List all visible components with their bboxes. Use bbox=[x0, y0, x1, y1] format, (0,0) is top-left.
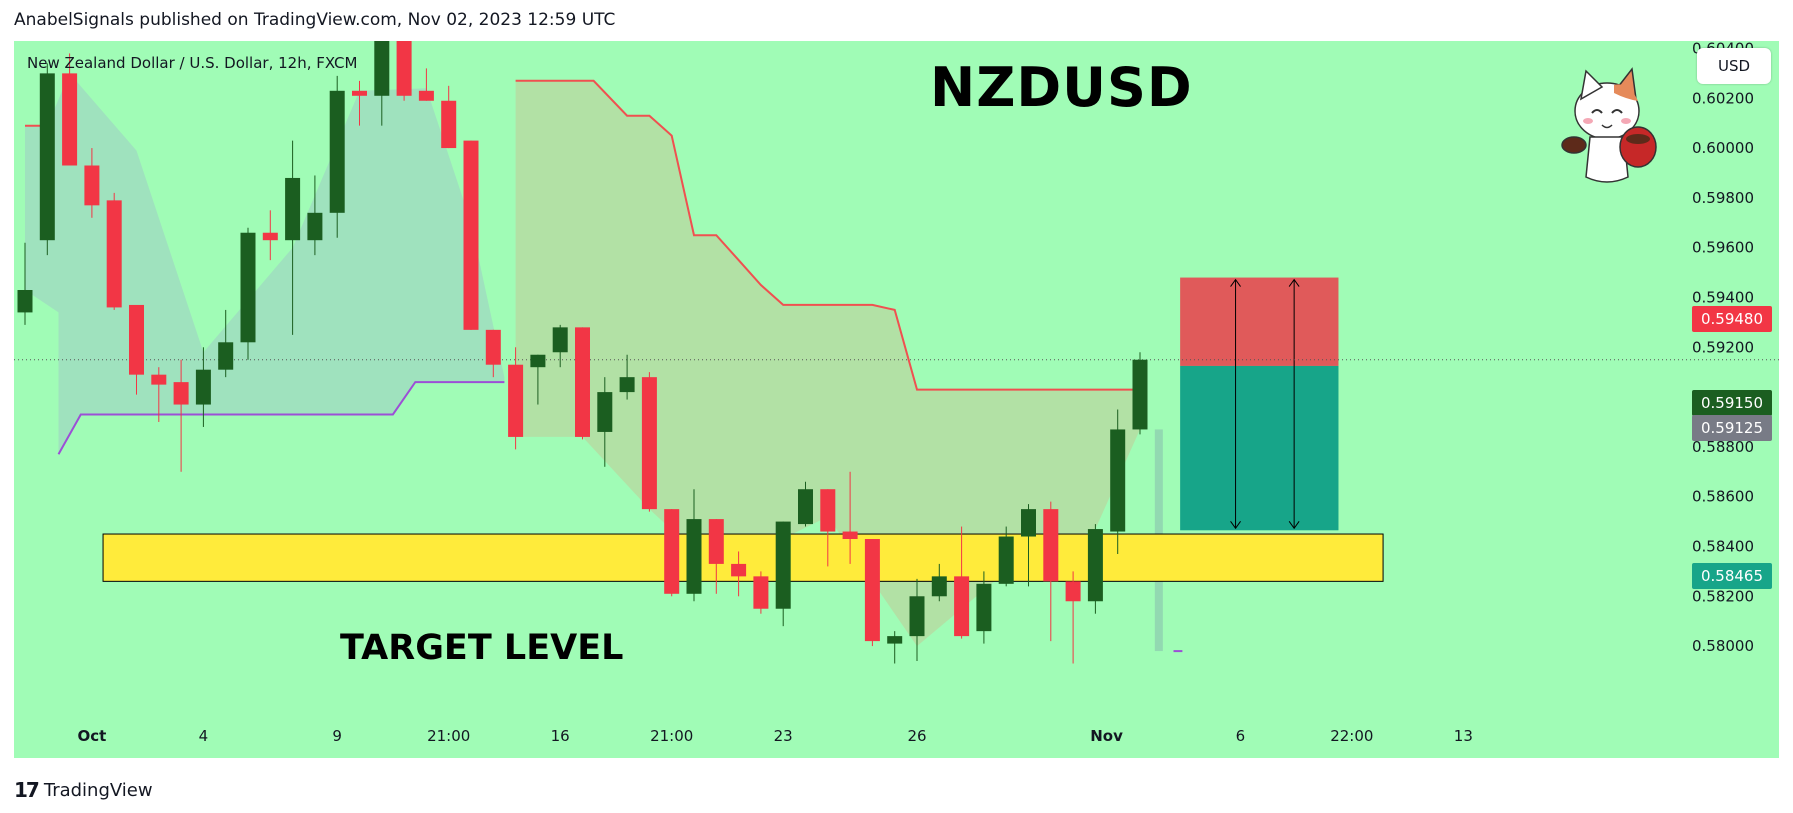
candle-body bbox=[731, 563, 747, 577]
x-axis-tick-label: Nov bbox=[1090, 727, 1123, 745]
candle-body bbox=[552, 327, 568, 353]
candle-body bbox=[17, 290, 33, 313]
y-axis-tick-label: 0.59200 bbox=[1692, 338, 1754, 356]
support-line bbox=[57, 381, 505, 455]
candle-body bbox=[530, 354, 546, 368]
y-axis-tick-label: 0.58800 bbox=[1692, 438, 1754, 456]
candle-body bbox=[1065, 581, 1081, 602]
x-axis-tick-label: 23 bbox=[774, 727, 793, 745]
candle-body bbox=[575, 327, 590, 437]
currency-button[interactable]: USD bbox=[1697, 48, 1771, 84]
candle-body bbox=[954, 576, 970, 637]
candle-body bbox=[285, 177, 301, 241]
x-axis-tick-label: 21:00 bbox=[650, 727, 693, 745]
candle-body bbox=[307, 212, 323, 241]
candle-body bbox=[820, 489, 836, 532]
chart-title: NZDUSD bbox=[930, 56, 1193, 119]
candle-body bbox=[664, 509, 680, 594]
candle-body bbox=[508, 364, 524, 437]
x-axis-tick-label: 9 bbox=[332, 727, 342, 745]
candle-body bbox=[1087, 529, 1103, 602]
candle-body bbox=[329, 90, 345, 213]
measure-arrowhead-up-2 bbox=[1288, 278, 1300, 287]
measure-arrowhead-up-1 bbox=[1230, 278, 1241, 287]
y-axis-tick-label: 0.58000 bbox=[1692, 637, 1754, 655]
candle-body bbox=[240, 232, 256, 343]
candle-body bbox=[151, 374, 167, 385]
candle-body bbox=[864, 539, 880, 642]
candle-body bbox=[775, 521, 791, 609]
tradingview-logo-text: TradingView bbox=[43, 779, 153, 801]
candle-body bbox=[173, 382, 189, 405]
y-axis-tick-label: 0.60200 bbox=[1692, 89, 1754, 107]
y-axis-tick-label: 0.58600 bbox=[1692, 488, 1754, 506]
last-price-tag: 0.59150 bbox=[1692, 390, 1772, 416]
candle-body bbox=[887, 636, 903, 644]
tradingview-logo-icon: 17 bbox=[14, 778, 40, 802]
x-axis-tick-label: 4 bbox=[199, 727, 209, 745]
candle-body bbox=[798, 489, 813, 525]
entry-price-tag: 0.59125 bbox=[1692, 415, 1772, 441]
cloud-area-right bbox=[515, 80, 1140, 647]
candle-body bbox=[753, 576, 769, 609]
y-axis-tick-label: 0.58200 bbox=[1692, 587, 1754, 605]
candle-body bbox=[1110, 429, 1126, 532]
measure-arrowhead-down-2 bbox=[1288, 521, 1300, 530]
x-axis-tick-label: 22:00 bbox=[1330, 727, 1373, 745]
candle-body bbox=[39, 73, 55, 241]
cloud-area-left bbox=[25, 73, 505, 455]
target-price-tag: 0.58465 bbox=[1692, 563, 1772, 589]
stop-loss-zone bbox=[1180, 277, 1339, 366]
candle-body bbox=[374, 41, 390, 96]
publish-info: AnabelSignals published on TradingView.c… bbox=[14, 10, 616, 30]
candle-body bbox=[62, 73, 78, 166]
candle-body bbox=[396, 41, 412, 96]
candle-body bbox=[485, 329, 501, 365]
x-axis-tick-label: Oct bbox=[77, 727, 106, 745]
candle-body bbox=[641, 377, 657, 510]
symbol-description: New Zealand Dollar / U.S. Dollar, 12h, F… bbox=[27, 54, 358, 72]
candle-body bbox=[998, 536, 1014, 584]
x-axis-tick-label: 21:00 bbox=[427, 727, 470, 745]
candle-body bbox=[842, 531, 858, 540]
candle-body bbox=[619, 377, 635, 393]
resistance-line bbox=[515, 79, 1140, 391]
y-axis-tick-label: 0.59600 bbox=[1692, 239, 1754, 257]
y-axis-tick-label: 0.59400 bbox=[1692, 288, 1754, 306]
y-axis-tick-label: 0.58400 bbox=[1692, 537, 1754, 555]
candle-body bbox=[129, 304, 144, 375]
candle-body bbox=[195, 369, 211, 405]
candle-body bbox=[1043, 509, 1059, 582]
candle-body bbox=[441, 100, 457, 149]
candle-body bbox=[218, 342, 234, 370]
candle-body bbox=[909, 596, 925, 637]
candle-body bbox=[1021, 509, 1036, 537]
candle-body bbox=[262, 232, 278, 241]
stop-price-tag: 0.59480 bbox=[1692, 306, 1772, 332]
tradingview-logo[interactable]: 17 TradingView bbox=[14, 778, 153, 802]
x-axis-tick-label: 26 bbox=[907, 727, 926, 745]
cat-mascot-icon bbox=[1561, 67, 1657, 183]
candle-body bbox=[418, 90, 434, 101]
candle-body bbox=[463, 140, 479, 330]
target-level-label: TARGET LEVEL bbox=[340, 628, 624, 668]
candle-body bbox=[84, 165, 100, 206]
measure-arrowhead-down-1 bbox=[1230, 521, 1241, 530]
candle-body bbox=[686, 519, 702, 594]
candle-body bbox=[708, 519, 724, 564]
chart-panel[interactable]: 0.580000.582000.584000.586000.588000.590… bbox=[14, 41, 1779, 758]
candle-body bbox=[352, 90, 367, 96]
x-axis-tick-label: 13 bbox=[1454, 727, 1473, 745]
x-axis-tick-label: 16 bbox=[551, 727, 570, 745]
candlestick-chart[interactable]: 0.580000.582000.584000.586000.588000.590… bbox=[14, 41, 1779, 758]
candle-body bbox=[1132, 359, 1148, 430]
candle-body bbox=[931, 576, 947, 597]
candle-body bbox=[976, 583, 992, 632]
take-profit-zone bbox=[1180, 365, 1339, 531]
candle-body bbox=[106, 200, 122, 308]
y-axis-tick-label: 0.59800 bbox=[1692, 189, 1754, 207]
y-axis-tick-label: 0.60000 bbox=[1692, 139, 1754, 157]
candle-body bbox=[597, 392, 613, 432]
x-axis-tick-label: 6 bbox=[1236, 727, 1246, 745]
